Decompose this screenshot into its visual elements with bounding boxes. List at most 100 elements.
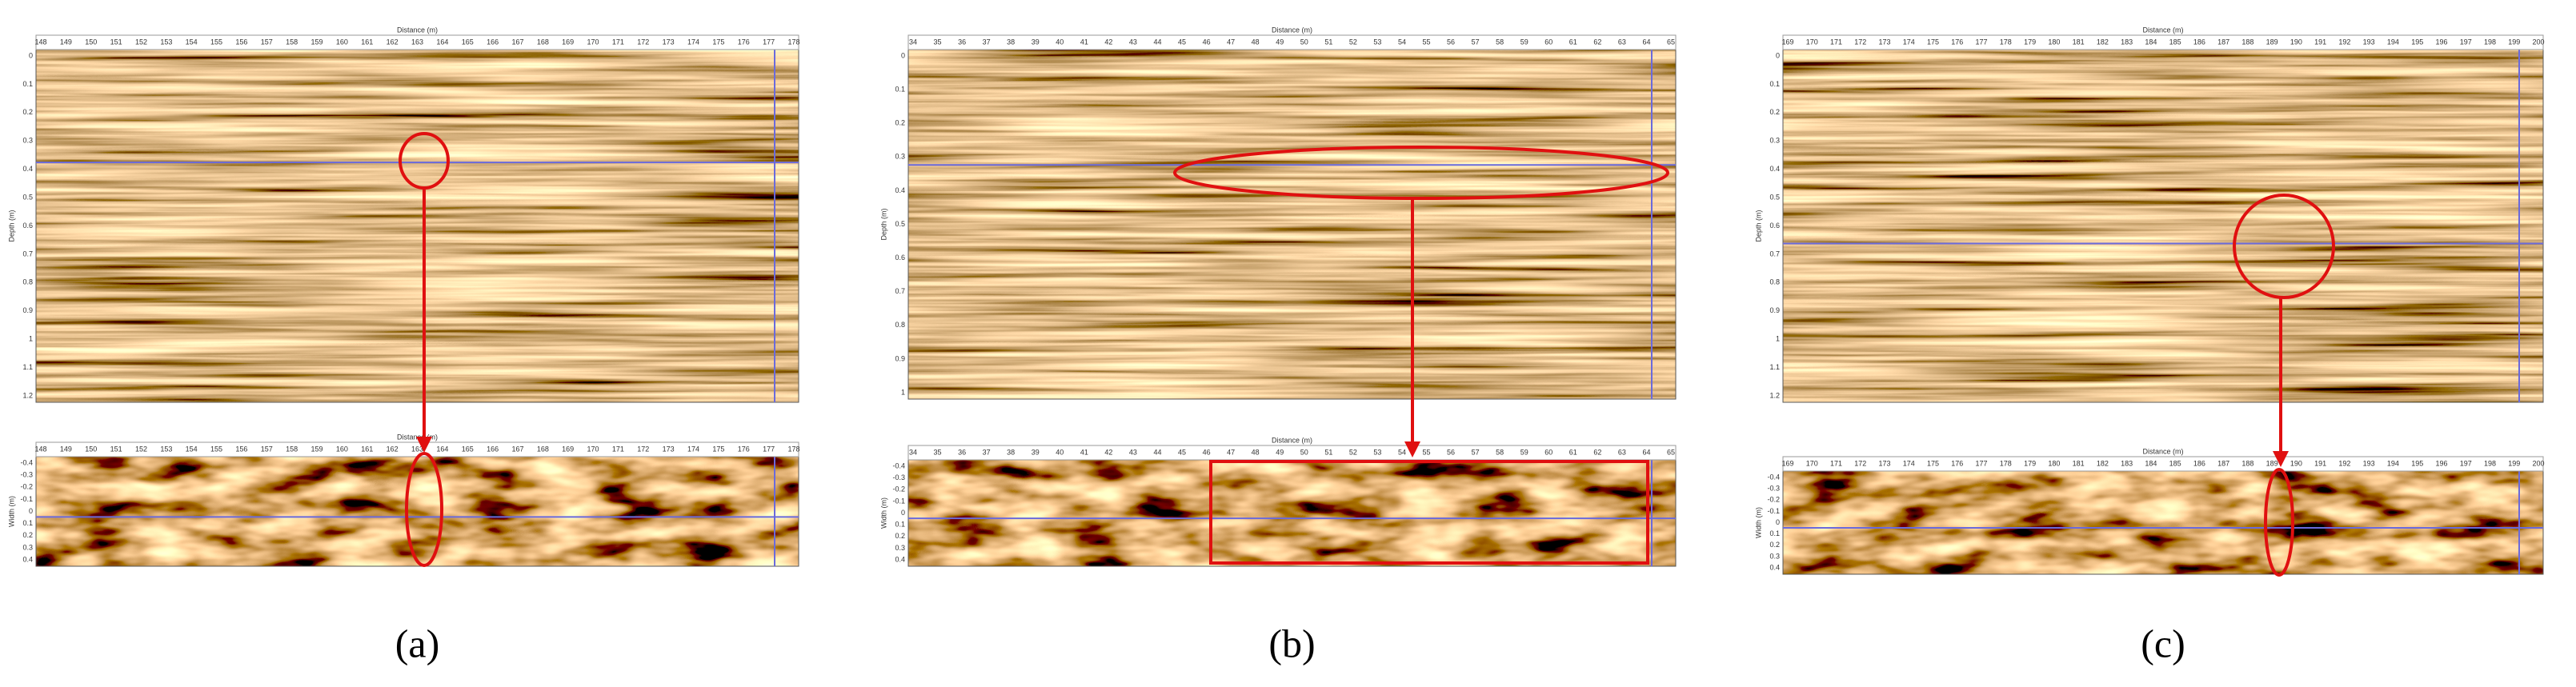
highlight (2264, 468, 2294, 577)
x-tick-label: 165 (462, 38, 474, 46)
annotations (399, 132, 2335, 577)
x-tick-label: 59 (1520, 38, 1528, 46)
x-tick-label: 195 (2411, 38, 2423, 46)
y-title: Width (m) (1754, 507, 1762, 538)
x-tick-label: 175 (1927, 38, 1939, 46)
x-tick-label: 34 (909, 38, 917, 46)
x-tick-label: 51 (1324, 38, 1332, 46)
x-tick-label: 181 (2073, 38, 2085, 46)
x-tick-label: 150 (85, 38, 97, 46)
x-tick-label: 62 (1593, 448, 1601, 456)
x-tick-label: 37 (983, 448, 991, 456)
y-tick-label: 0.6 (895, 254, 905, 262)
x-tick-label: 191 (2314, 459, 2326, 467)
x-tick-label: 167 (511, 38, 523, 46)
x-tick-label: 40 (1056, 448, 1064, 456)
x-title: Distance (m) (2142, 447, 2183, 455)
x-tick-label: 156 (235, 445, 247, 453)
y-tick-label: 1.2 (22, 391, 33, 399)
x-tick-label: 64 (1642, 448, 1650, 456)
y-tick-label: 1.2 (1769, 391, 1780, 399)
x-tick-label: 171 (612, 38, 624, 46)
x-tick-label: 39 (1032, 38, 1040, 46)
x-tick-label: 170 (587, 38, 599, 46)
y-tick-label: 0.3 (22, 543, 33, 551)
x-tick-label: 153 (160, 38, 172, 46)
x-tick-label: 194 (2387, 459, 2399, 467)
x-tick-label: 159 (311, 445, 323, 453)
x-tick-label: 152 (135, 445, 147, 453)
x-tick-label: 161 (361, 38, 373, 46)
x-tick-label: 63 (1618, 38, 1626, 46)
x-tick-label: 171 (1830, 459, 1842, 467)
x-tick-label: 165 (462, 445, 474, 453)
x-tick-label: 190 (2290, 38, 2302, 46)
x-tick-label: 47 (1227, 448, 1235, 456)
x-tick-label: 189 (2266, 459, 2278, 467)
y-tick-label: -0.4 (1767, 473, 1780, 481)
x-tick-label: 195 (2411, 459, 2423, 467)
x-tick-label: 176 (1951, 459, 1963, 467)
highlight (399, 132, 450, 190)
y-tick-label: 0 (29, 51, 33, 59)
y-tick-label: 0.9 (1769, 306, 1780, 314)
x-tick-label: 191 (2314, 38, 2326, 46)
x-tick-label: 65 (1667, 38, 1675, 46)
x-tick-label: 154 (186, 38, 198, 46)
x-tick-label: 64 (1642, 38, 1650, 46)
y-tick-label: -0.2 (20, 483, 33, 491)
x-tick-label: 171 (612, 445, 624, 453)
x-tick-label: 152 (135, 38, 147, 46)
y-tick-label: 1 (1776, 335, 1780, 343)
radargram (908, 50, 1676, 399)
x-tick-label: 172 (1854, 38, 1866, 46)
x-tick-label: 155 (210, 445, 222, 453)
x-tick-label: 185 (2169, 459, 2181, 467)
x-tick-label: 150 (85, 445, 97, 453)
y-tick-label: -0.4 (892, 461, 905, 469)
x-tick-label: 40 (1056, 38, 1064, 46)
panel-label: (c) (2141, 621, 2185, 665)
y-tick-label: -0.1 (1767, 507, 1780, 515)
x-tick-label: 183 (2121, 459, 2133, 467)
x-tick-label: 175 (1927, 459, 1939, 467)
x-tick-label: 45 (1178, 38, 1186, 46)
y-tick-label: 1.1 (22, 363, 33, 371)
radargram (908, 460, 1676, 566)
x-tick-label: 65 (1667, 448, 1675, 456)
y-tick-label: 1 (29, 335, 33, 343)
x-tick-label: 185 (2169, 38, 2181, 46)
y-title: Depth (m) (7, 210, 15, 242)
x-tick-label: 176 (738, 38, 750, 46)
x-tick-label: 199 (2508, 459, 2520, 467)
y-tick-label: 0.2 (895, 119, 905, 127)
x-tick-label: 179 (2024, 38, 2036, 46)
x-tick-label: 36 (958, 38, 966, 46)
radargram (36, 50, 799, 402)
y-title: Depth (m) (879, 208, 887, 240)
x-tick-label: 167 (511, 445, 523, 453)
x-tick-label: 186 (2193, 38, 2205, 46)
highlight (1173, 146, 1669, 200)
y-tick-label: 0.5 (895, 220, 905, 228)
x-tick-label: 184 (2145, 38, 2157, 46)
x-tick-label: 187 (2217, 38, 2229, 46)
x-tick-label: 170 (587, 445, 599, 453)
x-tick-label: 176 (738, 445, 750, 453)
x-tick-label: 173 (1879, 459, 1891, 467)
x-tick-label: 193 (2363, 459, 2375, 467)
x-tick-label: 148 (34, 38, 46, 46)
y-tick-label: -0.1 (20, 495, 33, 503)
x-tick-label: 60 (1544, 448, 1552, 456)
x-tick-label: 49 (1276, 448, 1284, 456)
y-tick-label: 0.2 (22, 108, 33, 116)
x-tick-label: 48 (1252, 38, 1260, 46)
x-tick-label: 177 (763, 445, 775, 453)
x-tick-label: 160 (336, 445, 348, 453)
x-tick-label: 176 (1951, 38, 1963, 46)
x-tick-label: 42 (1104, 38, 1112, 46)
x-tick-label: 178 (787, 38, 799, 46)
x-tick-label: 151 (110, 445, 122, 453)
x-tick-label: 45 (1178, 448, 1186, 456)
